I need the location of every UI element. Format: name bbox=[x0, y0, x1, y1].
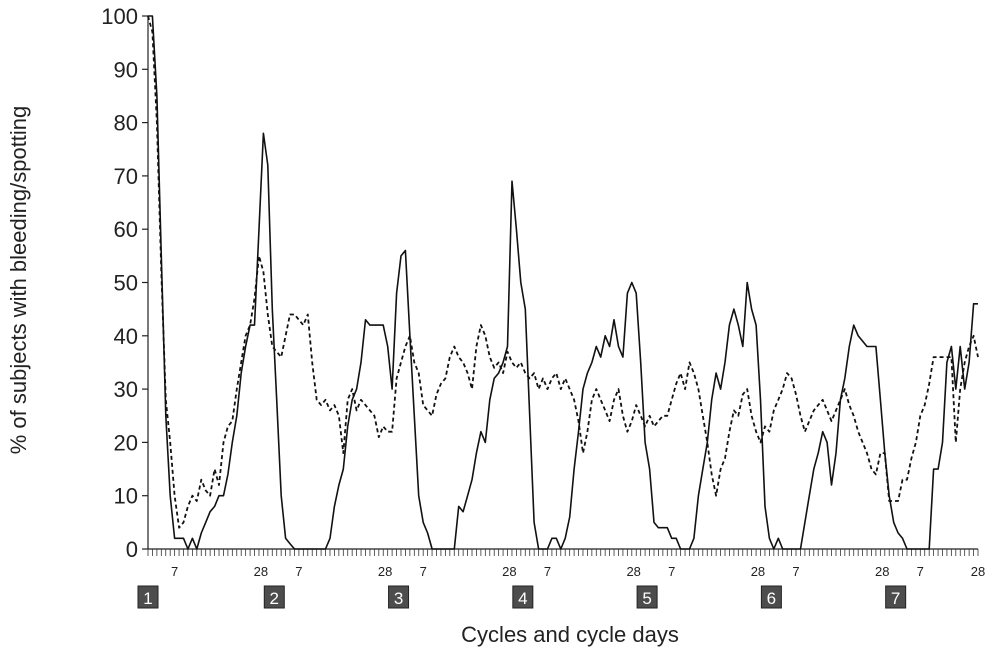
cycle-markers: 1 2 3 4 5 6 7 bbox=[137, 585, 907, 609]
cycle-box bbox=[512, 585, 534, 609]
cycle-label: 3 bbox=[394, 589, 403, 608]
y-tick-label: 20 bbox=[114, 430, 138, 455]
cycle-box bbox=[760, 585, 782, 609]
y-tick-label: 10 bbox=[114, 484, 138, 509]
x-day-label: 28 bbox=[971, 564, 985, 579]
x-day-label: 28 bbox=[751, 564, 765, 579]
x-axis: 7 28 7 28 7 28 7 28 7 28 7 28 7 28 bbox=[147, 548, 985, 579]
cycle-marker: 1 bbox=[137, 585, 159, 609]
cycle-label: 1 bbox=[143, 589, 152, 608]
x-day-label: 28 bbox=[875, 564, 889, 579]
y-tick-label: 90 bbox=[114, 57, 138, 82]
x-day-label: 7 bbox=[171, 564, 178, 579]
y-tick-label: 50 bbox=[114, 271, 138, 296]
y-tick-label: 40 bbox=[114, 324, 138, 349]
x-day-label: 7 bbox=[544, 564, 551, 579]
cycle-marker: 2 bbox=[263, 585, 285, 609]
cycle-box bbox=[388, 585, 410, 609]
x-axis-label: Cycles and cycle days bbox=[461, 622, 679, 647]
x-day-label: 28 bbox=[254, 564, 268, 579]
cycle-label: 6 bbox=[767, 589, 776, 608]
y-tick-label: 70 bbox=[114, 164, 138, 189]
cycle-marker: 3 bbox=[388, 585, 410, 609]
x-day-label: 7 bbox=[917, 564, 924, 579]
series-line-dashed bbox=[147, 15, 979, 529]
y-axis-label: % of subjects with bleeding/spotting bbox=[6, 106, 31, 455]
cycle-label: 2 bbox=[270, 589, 279, 608]
x-day-label: 28 bbox=[378, 564, 392, 579]
cycle-marker: 6 bbox=[760, 585, 782, 609]
cycle-box bbox=[137, 585, 159, 609]
y-tick-label: 0 bbox=[126, 537, 138, 562]
y-axis: 0 10 20 30 40 50 60 70 80 90 100 bbox=[101, 4, 149, 562]
y-tick-label: 60 bbox=[114, 217, 138, 242]
y-tick-label: 100 bbox=[101, 4, 138, 29]
y-tick-label: 30 bbox=[114, 377, 138, 402]
series-line-solid bbox=[148, 15, 978, 550]
series-layer bbox=[147, 15, 979, 550]
cycle-marker: 5 bbox=[636, 585, 658, 609]
cycle-marker: 4 bbox=[512, 585, 534, 609]
cycle-label: 7 bbox=[891, 589, 900, 608]
y-tick-label: 80 bbox=[114, 111, 138, 136]
x-day-label: 7 bbox=[668, 564, 675, 579]
x-day-label: 28 bbox=[502, 564, 516, 579]
x-day-label: 7 bbox=[295, 564, 302, 579]
cycle-box bbox=[263, 585, 285, 609]
x-day-label: 28 bbox=[626, 564, 640, 579]
cycle-label: 5 bbox=[642, 589, 651, 608]
cycle-box bbox=[636, 585, 658, 609]
cycle-box bbox=[885, 585, 907, 609]
x-day-label: 7 bbox=[420, 564, 427, 579]
x-day-label: 7 bbox=[792, 564, 799, 579]
cycle-marker: 7 bbox=[885, 585, 907, 609]
cycle-label: 4 bbox=[518, 589, 527, 608]
